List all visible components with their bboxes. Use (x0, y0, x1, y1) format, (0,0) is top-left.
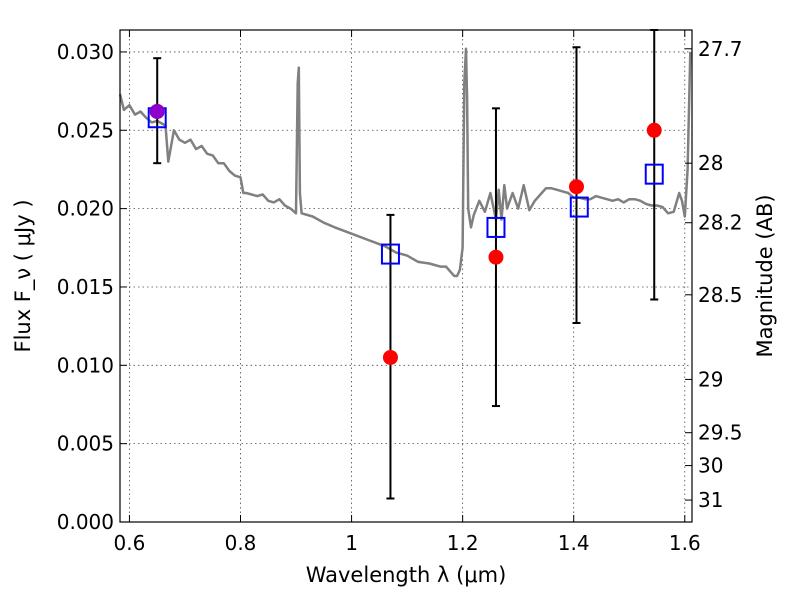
y-tick-label: 0.015 (57, 275, 114, 299)
model-point (380, 243, 400, 265)
right-tick-label: 31 (698, 488, 723, 512)
right-tick-label: 28 (698, 151, 723, 175)
x-tick-label: 1 (345, 531, 358, 555)
x-tick-label: 0.8 (225, 531, 257, 555)
y-tick-label: 0.025 (57, 118, 114, 142)
model-point (569, 196, 589, 218)
right-tick-label: 30 (698, 454, 723, 478)
right-tick-label: 29.5 (698, 421, 743, 445)
grid (120, 30, 692, 523)
axis-ticks (120, 30, 692, 523)
y-tick-label: 0.000 (57, 510, 114, 534)
observed-point (488, 249, 504, 265)
observed-point (568, 179, 584, 195)
x-tick-label: 0.6 (114, 531, 146, 555)
plot-frame (119, 29, 693, 523)
right-tick-label: 27.7 (698, 37, 743, 61)
y-tick-label: 0.005 (57, 432, 114, 456)
right-tick-label: 28.5 (698, 283, 743, 307)
model-point (644, 163, 664, 185)
x-tick-label: 1.4 (558, 531, 590, 555)
model-point (486, 216, 506, 238)
spectrum-layer (118, 47, 692, 278)
error-bars (153, 29, 659, 500)
x-tick-label: 1.6 (669, 531, 701, 555)
y-axis-right-label: Magnitude (AB) (753, 194, 777, 357)
y-axis-label: Flux F_ν ( μJy ) (11, 199, 36, 352)
right-tick-label: 29 (698, 367, 723, 391)
right-tick-label: 28.2 (698, 211, 743, 235)
y-tick-label: 0.010 (57, 353, 114, 377)
observed-point (646, 122, 662, 138)
tick-labels: 0.6 0.8 1 1.2 1.4 1.6 0.000 0.005 0.010 0.015 0.02… (57, 37, 743, 555)
x-axis-label: Wavelength λ (μm) (306, 563, 507, 587)
y-tick-label: 0.030 (57, 40, 114, 64)
x-tick-label: 1.2 (447, 531, 479, 555)
model-photometry (147, 107, 664, 265)
y-tick-label: 0.020 (57, 197, 114, 221)
observed-point-overlap (149, 103, 165, 119)
spectrum-line (118, 47, 692, 278)
observed-points (149, 103, 662, 365)
observed-point (382, 349, 398, 365)
